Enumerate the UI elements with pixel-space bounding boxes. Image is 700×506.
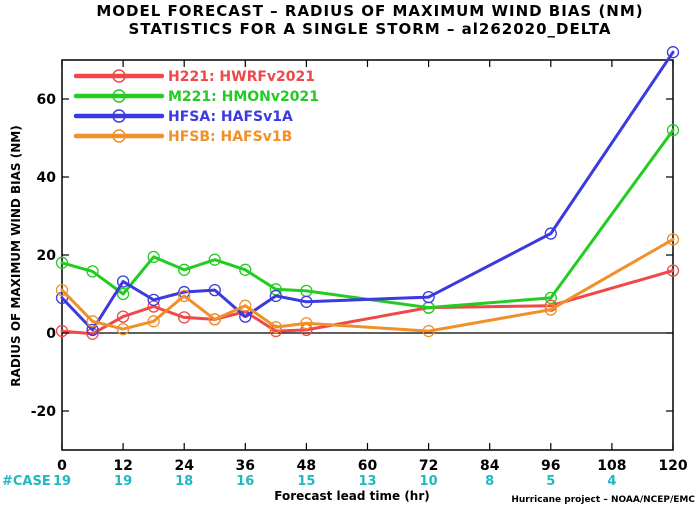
data-point [86, 265, 99, 278]
chart-title: MODEL FORECAST – RADIUS OF MAXIMUM WIND … [96, 2, 643, 20]
case-count-row: #CASE 19 19 18 16 15 13 10 8 5 4 [2, 474, 616, 489]
case-count: 8 [485, 474, 494, 489]
data-point [666, 233, 680, 246]
legend-entry: H221: HWRFv2021 [73, 69, 315, 85]
case-count: 15 [297, 474, 315, 489]
credit-text: Hurricane project – NOAA/NCEP/EMC [511, 495, 695, 505]
data-point [55, 324, 69, 338]
data-point [422, 290, 435, 304]
data-point [178, 311, 191, 324]
data-point [116, 275, 130, 288]
data-point [269, 289, 283, 303]
data-point [86, 323, 99, 337]
case-count: 16 [236, 474, 254, 489]
case-count: 19 [53, 474, 71, 489]
data-point [544, 303, 557, 316]
series-4 [55, 233, 680, 338]
data-point [147, 315, 160, 328]
series-line [60, 269, 675, 336]
x-axis-label: Forecast lead time (hr) [274, 489, 430, 503]
x-axis-ticks: 0 12 24 36 48 60 72 84 96 108 120 [57, 60, 688, 474]
case-count: 19 [114, 474, 132, 489]
case-count: 5 [546, 474, 555, 489]
legend-label: HFSA: HAFSv1A [168, 109, 293, 125]
y-axis-label: RADIUS OF MAXIMUM WIND BIAS (NM) [9, 125, 23, 386]
data-point [666, 264, 680, 277]
x-tick-label: 84 [480, 458, 500, 474]
x-tick-label: 24 [174, 458, 194, 474]
data-point [666, 124, 680, 137]
data-point [147, 293, 160, 307]
data-point [300, 295, 313, 308]
chart-subtitle: STATISTICS FOR A SINGLE STORM – al262020… [129, 20, 612, 38]
data-point [300, 317, 313, 330]
x-tick-label: 48 [297, 458, 316, 474]
x-tick-label: 72 [419, 458, 438, 474]
case-row-label: #CASE [2, 474, 51, 489]
series-layer [55, 46, 680, 340]
x-tick-label: 0 [57, 458, 67, 474]
data-point [55, 283, 69, 297]
y-axis-ticks: -20 0 20 40 60 [31, 92, 673, 420]
legend-swatch-marker [112, 129, 126, 143]
data-point [544, 227, 557, 240]
legend-swatch-marker [112, 109, 126, 123]
data-point [116, 287, 130, 301]
legend-label: M221: HMONv2021 [168, 89, 319, 105]
series-3 [55, 46, 680, 337]
legend-entry: HFSB: HAFSv1B [73, 129, 292, 145]
case-count: 10 [420, 474, 438, 489]
y-tick-label: 60 [37, 92, 57, 108]
case-count: 18 [175, 474, 193, 489]
y-tick-label: 20 [37, 248, 57, 264]
data-point [86, 315, 99, 328]
legend-swatch-marker [112, 69, 126, 83]
data-point [269, 320, 283, 334]
x-tick-label: 60 [358, 458, 378, 474]
x-tick-label: 120 [658, 458, 687, 474]
series-line [60, 128, 675, 310]
legend-label: HFSB: HAFSv1B [168, 129, 292, 145]
legend-swatch-marker [112, 89, 126, 103]
data-point [55, 256, 69, 269]
data-point [544, 291, 557, 305]
case-count: 13 [358, 474, 376, 489]
data-point [55, 291, 69, 305]
data-point [178, 263, 191, 276]
x-tick-label: 36 [236, 458, 255, 474]
data-point [147, 250, 160, 264]
data-point [666, 46, 680, 59]
case-count: 4 [607, 474, 616, 489]
legend: H221: HWRFv2021 M221: HMONv2021 HFSA: HAFS… [73, 69, 319, 145]
x-tick-label: 96 [541, 458, 560, 474]
x-tick-label: 108 [597, 458, 626, 474]
y-tick-label: 0 [46, 326, 56, 342]
data-point [208, 253, 221, 266]
y-tick-label: -20 [31, 404, 57, 420]
series-2 [55, 124, 680, 314]
data-point [178, 289, 191, 303]
legend-entry: M221: HMONv2021 [73, 89, 319, 105]
legend-entry: HFSA: HAFSv1A [73, 109, 293, 125]
data-point [116, 322, 130, 336]
data-point [239, 263, 252, 276]
data-point [239, 299, 252, 312]
data-point [422, 324, 435, 338]
legend-label: H221: HWRFv2021 [168, 69, 315, 85]
data-point [116, 310, 130, 323]
data-point [208, 313, 221, 326]
y-tick-label: 40 [37, 170, 57, 186]
series-line [60, 50, 675, 332]
data-point [208, 283, 221, 297]
x-tick-label: 12 [113, 458, 132, 474]
